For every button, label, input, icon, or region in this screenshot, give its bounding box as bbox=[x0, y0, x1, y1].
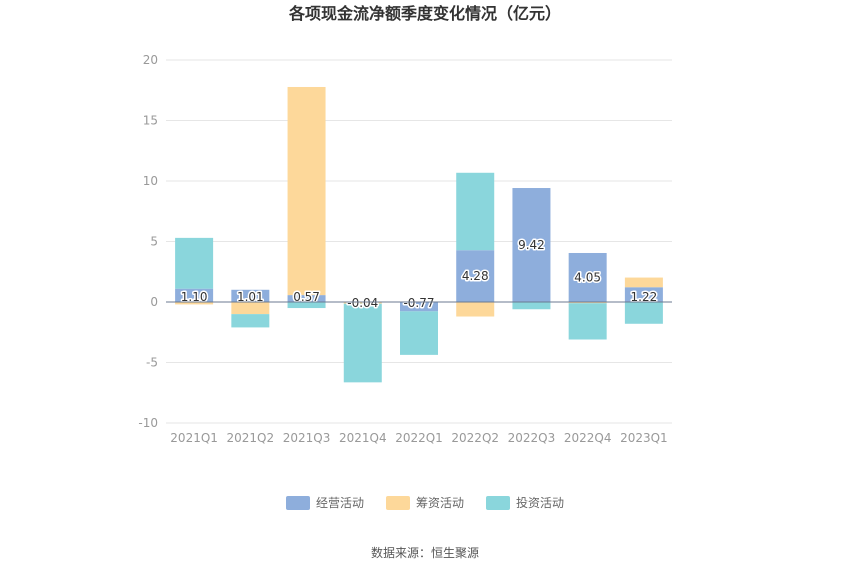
y-tick-label: 10 bbox=[143, 174, 158, 188]
x-tick-label: 2021Q1 bbox=[170, 431, 218, 445]
y-tick-label: 0 bbox=[150, 295, 158, 309]
y-tick-label: 5 bbox=[150, 235, 158, 249]
bar-经营活动-2023Q1 bbox=[624, 287, 663, 302]
bar-筹资活动-2021Q4 bbox=[343, 302, 382, 304]
bar-投资活动-2023Q1 bbox=[624, 302, 663, 324]
bar-投资活动-2022Q2 bbox=[456, 172, 495, 251]
legend-swatch bbox=[486, 496, 510, 510]
y-tick-label: 15 bbox=[143, 114, 158, 128]
legend: 经营活动 筹资活动 投资活动 bbox=[286, 495, 564, 510]
bar-经营活动-2021Q1 bbox=[175, 288, 214, 302]
bar-投资活动-2022Q4 bbox=[568, 303, 607, 340]
data-label: 0.57 bbox=[293, 290, 320, 304]
bar-筹资活动-2021Q2 bbox=[231, 302, 270, 315]
data-label: 1.01 bbox=[237, 290, 264, 304]
x-tick-label: 2022Q2 bbox=[451, 431, 499, 445]
legend-label: 筹资活动 bbox=[416, 496, 464, 510]
bar-经营活动-2021Q3 bbox=[287, 295, 326, 302]
bar-经营活动-2022Q4 bbox=[568, 252, 607, 302]
y-tick-label: 20 bbox=[143, 53, 158, 67]
bar-筹资活动-2021Q1 bbox=[175, 302, 214, 305]
bar-经营活动-2021Q2 bbox=[231, 289, 270, 302]
bar-筹资活动-2022Q2 bbox=[456, 302, 495, 317]
grid-layer bbox=[166, 59, 672, 424]
legend-swatch bbox=[386, 496, 410, 510]
x-tick-label: 2021Q2 bbox=[227, 431, 275, 445]
data-label: -0.04 bbox=[347, 296, 378, 310]
data-labels-layer: 1.10 1.01 0.57 -0.04 -0.77 4.28 9.42 4.05 1.22 bbox=[179, 237, 658, 312]
data-label: 4.05 bbox=[574, 270, 601, 284]
bar-经营活动-2022Q3 bbox=[512, 188, 551, 302]
axis-layer: 20 15 10 5 0 -5 -10 2021Q1 2021Q2 2021Q3 2021Q4 202… bbox=[138, 53, 672, 445]
data-label: 1.22 bbox=[631, 290, 658, 304]
x-tick-label: 2021Q4 bbox=[339, 431, 387, 445]
x-tick-label: 2022Q3 bbox=[508, 431, 556, 445]
data-label: -0.77 bbox=[403, 296, 434, 310]
bar-投资活动-2021Q3 bbox=[287, 302, 326, 309]
data-label: 4.28 bbox=[462, 269, 489, 283]
bar-筹资活动-2023Q1 bbox=[624, 277, 663, 288]
bar-投资活动-2021Q1 bbox=[175, 237, 214, 289]
data-label: 9.42 bbox=[518, 238, 545, 252]
bar-投资活动-2022Q3 bbox=[512, 302, 551, 310]
bar-筹资活动-2022Q4 bbox=[568, 302, 607, 304]
bar-经营活动-2022Q1 bbox=[400, 302, 438, 312]
legend-label: 经营活动 bbox=[316, 496, 364, 510]
data-label: 1.10 bbox=[181, 290, 208, 304]
bar-筹资活动-2021Q3 bbox=[287, 86, 326, 296]
x-tick-label: 2021Q3 bbox=[283, 431, 331, 445]
x-tick-label: 2023Q1 bbox=[620, 431, 668, 445]
y-tick-label: -5 bbox=[146, 356, 158, 370]
y-tick-label: -10 bbox=[138, 416, 158, 430]
bar-投资活动-2021Q2 bbox=[231, 314, 270, 328]
legend-swatch bbox=[286, 496, 310, 510]
chart-title: 各项现金流净额季度变化情况（亿元） bbox=[288, 4, 561, 23]
x-tick-label: 2022Q1 bbox=[395, 431, 443, 445]
bar-投资活动-2022Q1 bbox=[400, 311, 438, 355]
bars-layer bbox=[175, 86, 663, 383]
bar-投资活动-2021Q4 bbox=[343, 303, 382, 383]
source-note: 数据来源：恒生聚源 bbox=[371, 545, 479, 560]
x-tick-label: 2022Q4 bbox=[564, 431, 612, 445]
bar-经营活动-2022Q2 bbox=[456, 250, 495, 302]
legend-label: 投资活动 bbox=[516, 495, 564, 510]
